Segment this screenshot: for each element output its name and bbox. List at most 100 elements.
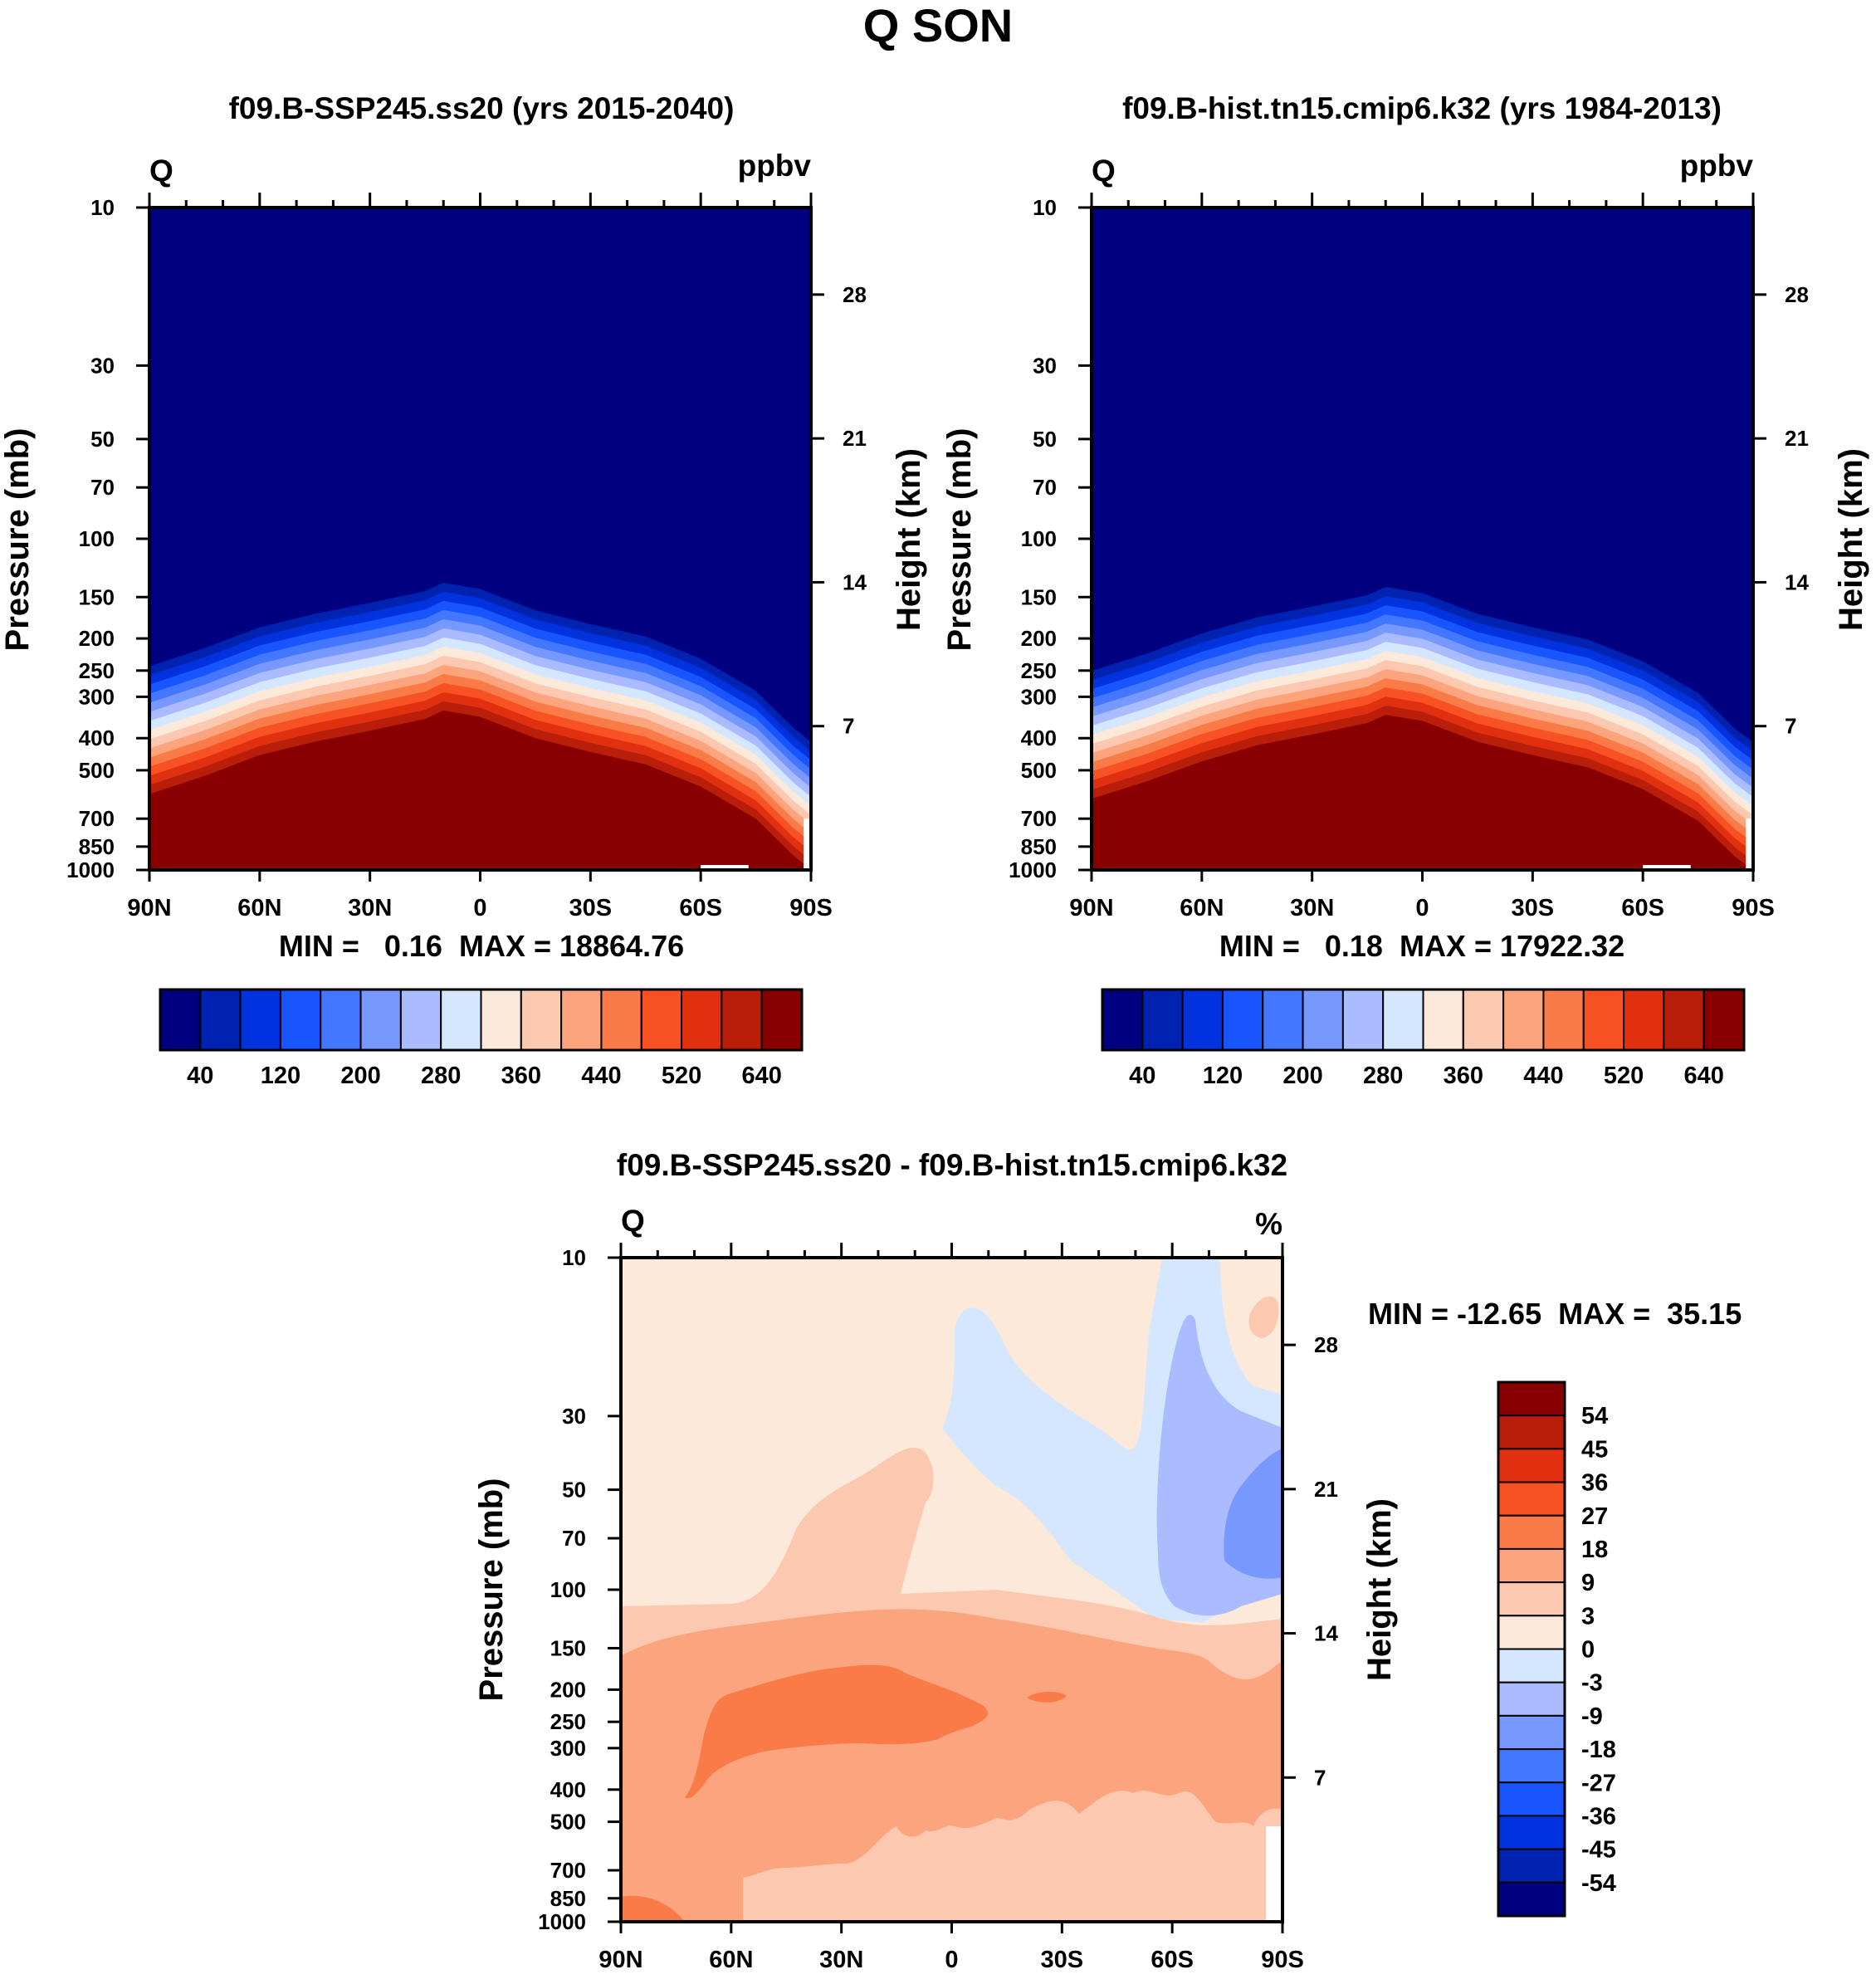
diff-region-neg9-to-neg18 xyxy=(1224,1449,1282,1579)
panel-3-stats: MIN = -12.65 MAX = 35.15 xyxy=(1368,1297,1742,1331)
colorbar-label: -9 xyxy=(1581,1703,1603,1730)
y-tick-label: 850 xyxy=(550,1886,586,1911)
panel-3-right-label: % xyxy=(1255,1207,1282,1241)
y-tick-label: 100 xyxy=(1021,526,1057,551)
colorbar-box xyxy=(640,989,683,1051)
y-tick-label: 70 xyxy=(1033,475,1057,500)
colorbar-box xyxy=(1497,1815,1566,1850)
colorbar-box xyxy=(1141,989,1184,1051)
colorbar-label: 520 xyxy=(1604,1063,1644,1089)
y-tick-label: 70 xyxy=(90,475,115,500)
colorbar-label: 520 xyxy=(662,1063,701,1089)
colorbar-box xyxy=(1502,989,1545,1051)
y-tick-label: 850 xyxy=(79,834,115,859)
colorbar-box xyxy=(1497,1781,1566,1817)
figure-title: Q SON xyxy=(863,0,1013,51)
colorbar-box xyxy=(760,989,803,1051)
colorbar-label: 36 xyxy=(1581,1470,1608,1497)
height-tick-label: 7 xyxy=(843,714,854,739)
contour-band-level-15 xyxy=(149,710,811,870)
x-tick-label: 60N xyxy=(709,1947,753,1973)
colorbar-label: -54 xyxy=(1581,1870,1616,1897)
colorbar-box xyxy=(600,989,642,1051)
colorbar-box xyxy=(520,989,563,1051)
x-tick-label: 90N xyxy=(598,1947,642,1973)
x-tick-label: 60N xyxy=(237,895,281,921)
y-tick-label: 100 xyxy=(550,1577,586,1602)
panel-1-right-label: ppbv xyxy=(738,149,812,183)
diff-region-18-to-27 xyxy=(685,1664,988,1799)
panel-3-left-label: Q xyxy=(621,1204,645,1238)
panel-2-title: f09.B-hist.tn15.cmip6.k32 (yrs 1984-2013… xyxy=(1122,91,1722,125)
panel-2-colorbar: 40 120 200 280 360 440 520 640 xyxy=(1101,988,1746,1089)
y-tick-label: 30 xyxy=(562,1404,586,1429)
x-tick-label: 90N xyxy=(127,895,171,921)
colorbar-label: 40 xyxy=(1129,1063,1155,1089)
colorbar-box xyxy=(1497,1848,1566,1884)
panel-3-colorbar: 54 45 36 27 18 9 3 0 -3 -9 -18 -27 -36 -45 -54 xyxy=(1497,1380,1616,1918)
colorbar-box xyxy=(1582,989,1625,1051)
missing-data-strip xyxy=(701,865,749,870)
colorbar-box xyxy=(1262,989,1304,1051)
colorbar-label: 200 xyxy=(340,1063,380,1089)
x-tick-label: 60S xyxy=(679,895,722,921)
colorbar-label: 120 xyxy=(261,1063,300,1089)
panel-2-left-label: Q xyxy=(1092,154,1116,188)
x-tick-label: 60N xyxy=(1180,895,1224,921)
panel-1-title: f09.B-SSP245.ss20 (yrs 2015-2040) xyxy=(229,91,735,125)
y-tick-label: 150 xyxy=(79,584,115,609)
contour-band-level-15 xyxy=(1092,715,1753,870)
y-tick-label: 300 xyxy=(1021,684,1057,709)
colorbar-box xyxy=(1497,1714,1566,1751)
colorbar-box xyxy=(1382,989,1424,1051)
height-tick-label: 14 xyxy=(1314,1621,1338,1646)
colorbar-label: 440 xyxy=(581,1063,621,1089)
height-tick-label: 21 xyxy=(843,426,867,451)
y-tick-label: 200 xyxy=(79,626,115,651)
colorbar-box xyxy=(681,989,723,1051)
height-tick-label: 14 xyxy=(843,569,867,594)
panel-2-y2label: Height (km) xyxy=(1833,448,1869,631)
colorbar-label: -3 xyxy=(1581,1670,1603,1697)
y-tick-label: 850 xyxy=(1021,834,1057,859)
missing-data-strip xyxy=(1643,865,1691,870)
y-tick-label: 100 xyxy=(79,526,115,551)
colorbar-box xyxy=(1703,989,1745,1051)
colorbar-box xyxy=(279,989,322,1051)
height-tick-label: 7 xyxy=(1314,1765,1326,1790)
x-tick-label: 90S xyxy=(1261,1947,1304,1973)
missing-data-strip xyxy=(1746,819,1753,870)
colorbar-box xyxy=(1181,989,1224,1051)
y-tick-label: 10 xyxy=(90,195,115,220)
y-tick-label: 700 xyxy=(550,1858,586,1883)
x-tick-label: 90S xyxy=(789,895,833,921)
colorbar-box xyxy=(1497,1547,1566,1584)
colorbar-box xyxy=(1663,989,1705,1051)
y-tick-label: 1000 xyxy=(1009,858,1057,882)
height-tick-label: 7 xyxy=(1785,714,1796,739)
y-tick-label: 10 xyxy=(1033,195,1057,220)
colorbar-label: 440 xyxy=(1523,1063,1563,1089)
y-tick-label: 200 xyxy=(550,1677,586,1702)
y-tick-label: 1000 xyxy=(538,1909,586,1934)
colorbar-box xyxy=(1497,1481,1566,1517)
colorbar-box xyxy=(359,989,402,1051)
colorbar-label: 27 xyxy=(1581,1503,1608,1530)
panel-3-ylabel: Pressure (mb) xyxy=(473,1478,510,1702)
colorbar-label: 40 xyxy=(187,1063,213,1089)
y-tick-label: 150 xyxy=(550,1635,586,1660)
x-tick-label: 30N xyxy=(348,895,392,921)
panel-2-ylabel: Pressure (mb) xyxy=(941,428,978,652)
colorbar-box xyxy=(480,989,522,1051)
x-tick-label: 30N xyxy=(1290,895,1334,921)
colorbar-label: 280 xyxy=(421,1063,461,1089)
panel-1-stats: MIN = 0.16 MAX = 18864.76 xyxy=(279,929,684,963)
y-tick-label: 30 xyxy=(90,353,115,378)
colorbar-box xyxy=(1497,1648,1566,1683)
colorbar-label: 120 xyxy=(1203,1063,1243,1089)
height-tick-label: 21 xyxy=(1314,1477,1338,1502)
x-tick-label: 30S xyxy=(1512,895,1555,921)
diff-region-18-to-27-surface xyxy=(621,1895,685,1922)
y-tick-label: 250 xyxy=(79,658,115,683)
